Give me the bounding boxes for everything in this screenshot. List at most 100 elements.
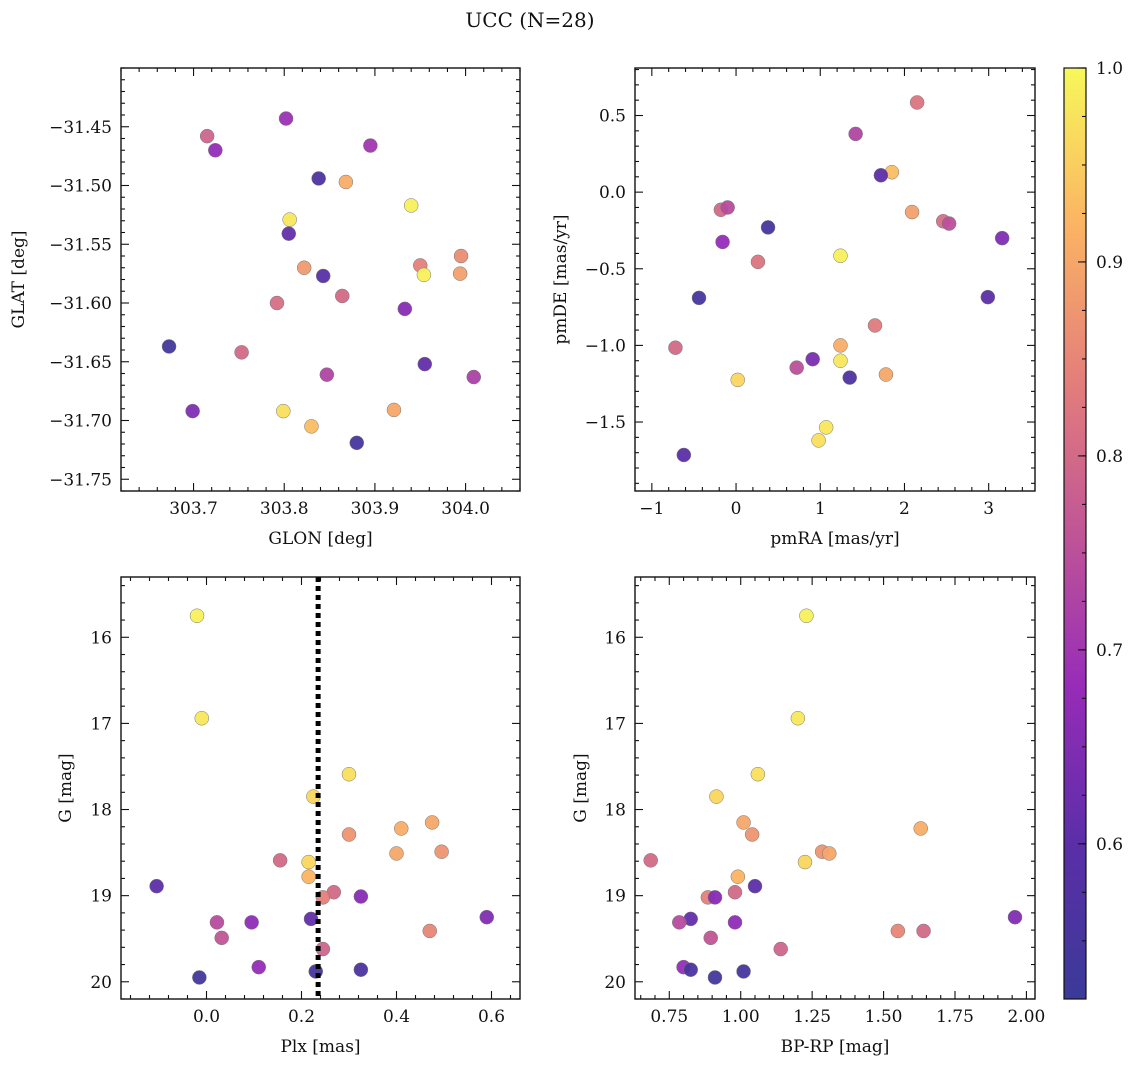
data-point <box>315 268 331 284</box>
axes-frame <box>634 576 1036 1000</box>
y-tick-label: 16 <box>90 628 112 648</box>
data-point <box>303 911 319 927</box>
data-point <box>434 844 449 859</box>
data-point <box>282 212 297 227</box>
x-tick-label: 303.7 <box>169 499 218 519</box>
data-point <box>424 815 440 830</box>
x-tick-label: 0 <box>731 499 742 519</box>
x-tick-label: 1.75 <box>936 1007 974 1027</box>
data-point <box>281 226 297 241</box>
data-point <box>727 884 743 900</box>
data-point <box>833 353 848 368</box>
data-point <box>878 367 894 382</box>
data-point <box>805 351 820 367</box>
axes-frame <box>634 67 1036 492</box>
data-point <box>189 608 205 624</box>
data-point <box>353 889 369 904</box>
colorbar-gradient <box>1063 67 1087 1000</box>
data-point <box>941 216 957 231</box>
colorbar-tick-label: 1.0 <box>1096 59 1123 79</box>
data-point <box>643 853 658 868</box>
data-point <box>750 254 766 270</box>
data-point <box>397 301 413 317</box>
data-point <box>913 821 928 836</box>
y-tick-label: 18 <box>604 801 626 821</box>
data-point <box>363 138 378 153</box>
data-point <box>479 909 494 925</box>
axes-frame <box>120 576 521 1000</box>
data-point <box>799 608 814 624</box>
data-point <box>403 198 419 213</box>
data-point <box>341 766 357 782</box>
x-tick-label: 0.2 <box>288 1007 315 1027</box>
data-point <box>234 345 249 360</box>
data-point <box>319 367 335 382</box>
data-point <box>730 372 745 388</box>
panel-1: 303.7 303.8 303.9 304.0 −31.75 −31.70 −31.65 −3… <box>9 67 521 549</box>
colorbar-tick-label: 0.7 <box>1096 641 1123 661</box>
axes-frame <box>120 67 521 492</box>
x-tick-label: 2 <box>899 499 910 519</box>
data-point <box>466 369 482 385</box>
subplot-grid: 303.7 303.8 303.9 304.0 −31.75 −31.70 −31.65 −3… <box>9 67 1045 1057</box>
panel-2: −1 0 1 2 3 −1.5 −1.0 −0.5 0.0 0.5 pmRA [mas/yr] pmD… <box>551 67 1036 549</box>
x-tick-label: 0.0 <box>193 1007 220 1027</box>
data-point <box>269 295 285 311</box>
data-point <box>747 878 763 894</box>
colorbar-tick-label: 0.8 <box>1096 447 1123 467</box>
data-point <box>683 962 698 977</box>
scatter-points <box>149 608 494 985</box>
data-point <box>833 248 848 263</box>
data-point <box>720 200 735 215</box>
data-point <box>980 289 996 305</box>
data-point <box>353 962 369 977</box>
colorbar-tick-label: 0.9 <box>1096 253 1123 273</box>
x-tick-label: 0.6 <box>478 1007 505 1027</box>
data-point <box>199 128 215 144</box>
data-point <box>386 402 402 418</box>
data-point <box>208 143 223 158</box>
y-tick-label: 17 <box>90 714 112 734</box>
scatter-points <box>161 111 482 451</box>
data-point <box>301 869 316 884</box>
data-point <box>1007 909 1023 925</box>
y-tick-label: −31.75 <box>49 470 112 490</box>
x-axis-label: Plx [mas] <box>280 1037 360 1057</box>
y-axis-label: GLAT [deg] <box>9 230 29 328</box>
y-tick-label: 20 <box>90 973 112 993</box>
data-point <box>909 95 925 110</box>
data-point <box>818 420 834 435</box>
data-point <box>707 970 723 985</box>
figure-title: UCC (N=28) <box>465 8 594 32</box>
x-axis-label: BP-RP [mag] <box>781 1037 890 1057</box>
y-axis-label: G [mag] <box>571 753 591 822</box>
data-point <box>338 174 354 190</box>
data-point <box>727 915 743 930</box>
y-tick-label: −31.60 <box>49 294 112 314</box>
data-point <box>707 890 723 905</box>
data-point <box>750 766 766 782</box>
x-tick-label: 304.0 <box>441 499 490 519</box>
x-axis-label: pmRA [mas/yr] <box>770 529 899 549</box>
data-point <box>890 923 906 939</box>
y-tick-label: −31.65 <box>49 353 112 373</box>
data-point <box>822 846 837 861</box>
data-point <box>394 821 409 836</box>
y-tick-label: −31.50 <box>49 177 112 197</box>
y-tick-label: 18 <box>90 801 112 821</box>
x-tick-label: 2.00 <box>1007 1007 1045 1027</box>
data-point <box>773 941 788 957</box>
data-point <box>867 318 883 333</box>
data-point <box>311 171 326 186</box>
data-point <box>672 915 687 930</box>
data-point <box>904 204 920 220</box>
y-axis-label: G [mag] <box>56 753 76 822</box>
data-point <box>417 356 433 372</box>
data-point <box>811 433 826 448</box>
panel-3: 0.0 0.2 0.4 0.6 16 17 18 19 20 Plx [mas] G [mag] <box>56 576 521 1057</box>
y-tick-label: −1.5 <box>585 413 626 433</box>
data-point <box>668 340 683 355</box>
y-tick-label: 16 <box>604 628 626 648</box>
colorbar: 0.6 0.7 0.8 0.9 1.0 <box>1063 59 1123 1000</box>
